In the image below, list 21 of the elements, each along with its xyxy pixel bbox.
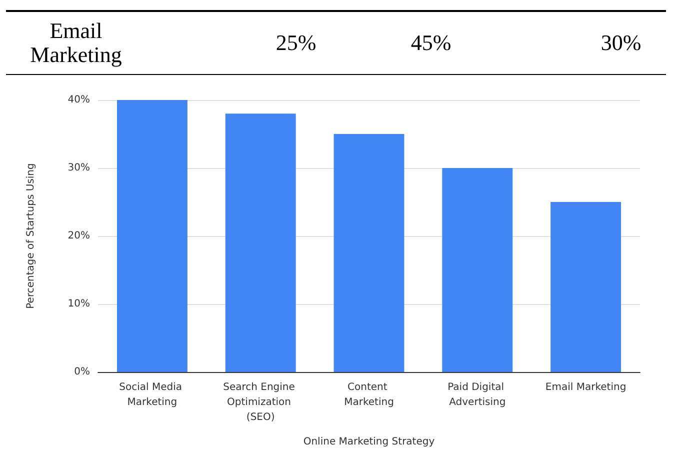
bar [225,114,296,372]
x-tick-label: Paid Digital Advertising [448,382,508,408]
y-tick-label: 30% [68,162,90,174]
x-tick-label: Social Media Marketing [119,382,186,408]
text: 30% [600,29,642,57]
y-tick-label: 0% [74,366,90,378]
y-tick-label: 40% [68,94,90,106]
y-tick-label: 10% [68,298,90,310]
bar [550,202,622,372]
y-tick-label: 20% [68,230,90,242]
x-tick-label: Content Marketing [344,382,394,408]
x-tick-label: Email Marketing [545,382,626,393]
bar [442,168,513,372]
bar [334,134,404,372]
x-axis-title: Online Marketing Strategy [303,436,435,448]
bar [116,100,188,372]
text: 45% [410,29,452,57]
y-axis-title: Percentage of Startups Using [26,163,36,309]
text: 25% [274,29,318,57]
text: Email Marketing [29,17,123,69]
x-tick-label: Search Engine Optimization (SEO) [223,382,298,423]
